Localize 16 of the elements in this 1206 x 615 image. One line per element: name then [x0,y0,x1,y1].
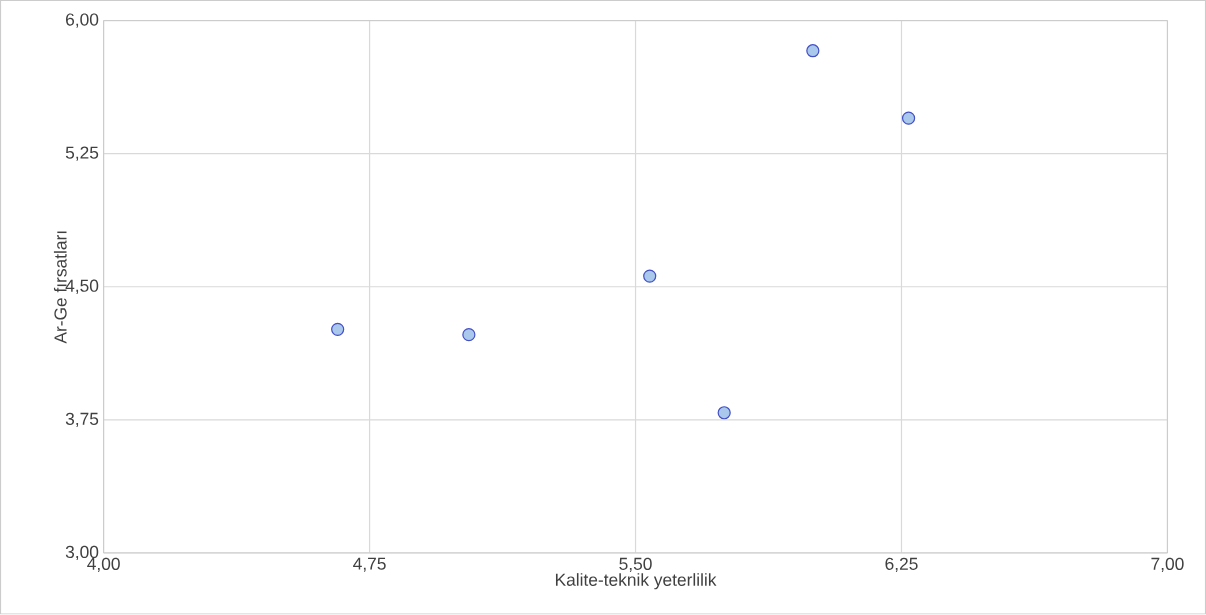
x-axis-title: Kalite-teknik yeterlilik [555,573,717,590]
y-tick-label: 3,75 [65,412,99,428]
point [462,328,476,342]
point [643,269,657,283]
y-tick-label: 4,50 [65,279,99,295]
point [717,406,731,420]
point [806,44,820,58]
y-tick-label: 6,00 [66,13,99,28]
y-tick-label: 5,25 [65,146,99,162]
x-tick-label: 7,00 [1151,557,1184,573]
y-axis-title: Ar-Ge fırsatları [53,231,67,344]
x-tick-label: 4,75 [353,557,386,573]
x-tick-label: 6,25 [885,557,918,573]
point [331,322,345,337]
point [901,111,916,125]
x-tick-label: 5,50 [619,557,652,573]
